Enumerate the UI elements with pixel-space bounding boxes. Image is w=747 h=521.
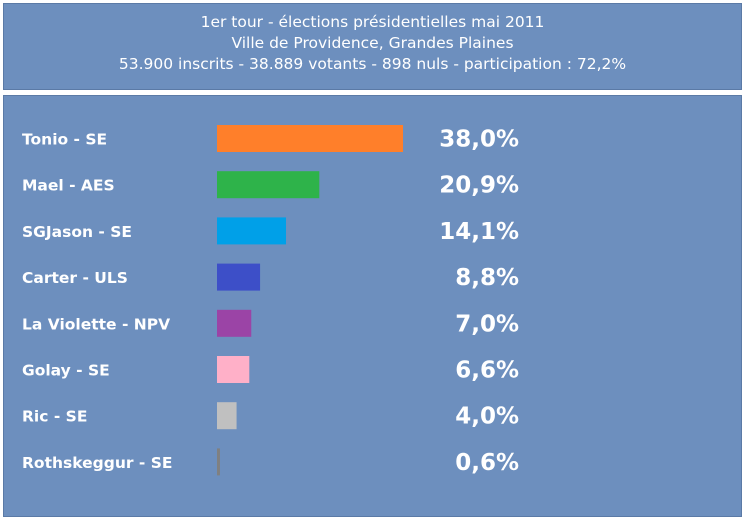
result-bar <box>217 171 320 199</box>
percentage-label: 20,9% <box>439 173 519 199</box>
candidate-label: Tonio - SE <box>22 131 107 149</box>
percentage-label: 8,8% <box>455 265 519 291</box>
result-bar <box>217 356 250 383</box>
candidate-label: Golay - SE <box>22 362 110 380</box>
election-title: 1er tour - élections présidentielles mai… <box>200 13 545 31</box>
percentage-label: 0,6% <box>455 450 519 476</box>
results-bar-chart: Tonio - SE 38,0% Mael - AES 20,9% SGJason - … <box>22 125 519 476</box>
location-subtitle: Ville de Providence, Grandes Plaines <box>231 34 514 52</box>
percentage-label: 7,0% <box>455 311 519 337</box>
percentage-label: 38,0% <box>439 127 519 153</box>
chart-panel: Tonio - SE 38,0% Mael - AES 20,9% SGJason - … <box>3 95 742 517</box>
percentage-label: 4,0% <box>455 404 519 430</box>
result-bar <box>217 125 403 152</box>
candidate-label: Carter - ULS <box>22 269 128 287</box>
candidate-label: SGJason - SE <box>22 223 132 241</box>
result-bar <box>217 217 287 245</box>
candidate-label: La Violette - NPV <box>22 315 170 333</box>
result-bar <box>217 263 261 291</box>
result-bar <box>217 309 252 337</box>
result-bar <box>217 402 237 430</box>
candidate-label: Rothskeggur - SE <box>22 454 173 472</box>
header-banner: 1er tour - élections présidentielles mai… <box>3 3 742 90</box>
candidate-label: Mael - AES <box>22 177 115 195</box>
candidate-label: Ric - SE <box>22 408 87 426</box>
result-bar <box>217 448 220 476</box>
turnout-summary: 53.900 inscrits - 38.889 votants - 898 n… <box>118 55 627 73</box>
percentage-label: 14,1% <box>439 219 519 245</box>
percentage-label: 6,6% <box>455 358 519 384</box>
